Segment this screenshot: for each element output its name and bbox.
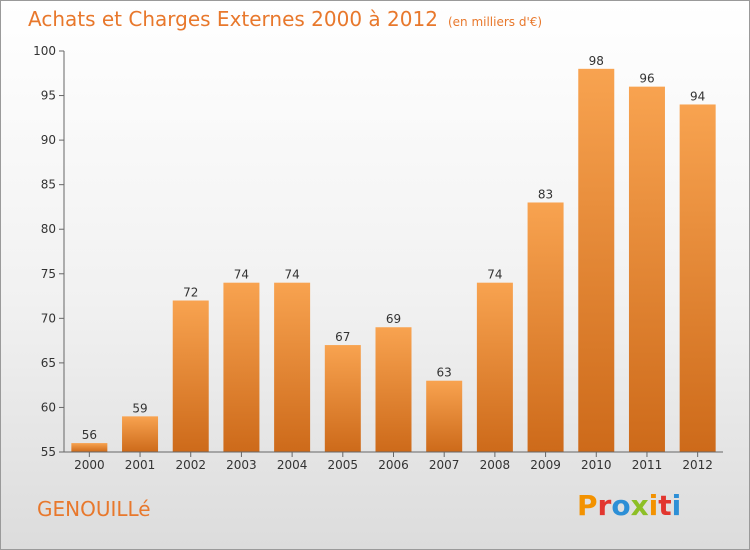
logo-letter: i (671, 489, 682, 522)
logo-letter: i (648, 489, 659, 522)
logo-letter: o (611, 489, 631, 522)
bar-value-label: 67 (335, 330, 350, 344)
logo-letter: t (658, 489, 672, 522)
x-tick-label: 2004 (277, 458, 308, 472)
place-name: GENOUILLé (37, 497, 151, 521)
bar-2010 (578, 68, 615, 453)
x-tick-label: 2010 (581, 458, 612, 472)
x-tick-label: 2005 (328, 458, 359, 472)
bar-2007 (426, 380, 463, 452)
bar-value-label: 63 (437, 366, 452, 380)
bar-2003 (223, 282, 260, 452)
y-tick-label: 85 (41, 178, 56, 192)
bar-value-label: 69 (386, 312, 401, 326)
x-tick-label: 2003 (226, 458, 257, 472)
bar-2012 (679, 104, 716, 452)
y-tick-label: 80 (41, 222, 56, 236)
x-tick-label: 2007 (429, 458, 460, 472)
x-tick-label: 2009 (530, 458, 561, 472)
chart-unit: (en milliers d'€) (447, 15, 543, 29)
x-tick-label: 2002 (175, 458, 206, 472)
bar-value-label: 83 (538, 187, 553, 201)
bar-2002 (172, 300, 209, 452)
x-tick-label: 2011 (632, 458, 663, 472)
y-tick-label: 70 (41, 311, 56, 325)
bar-value-label: 59 (132, 401, 147, 415)
bar-value-label: 72 (183, 286, 198, 300)
logo-letter: r (597, 489, 612, 522)
bar-value-label: 74 (284, 268, 299, 282)
y-tick-label: 55 (41, 445, 56, 459)
logo-letter: P (577, 489, 598, 522)
proxiti-logo: Proxiti (577, 489, 681, 522)
bar-2008 (476, 282, 513, 452)
bar-2005 (324, 345, 361, 452)
y-tick-label: 90 (41, 133, 56, 147)
x-tick-label: 2001 (125, 458, 156, 472)
bar-value-label: 96 (639, 72, 654, 86)
y-tick-label: 95 (41, 89, 56, 103)
y-tick-label: 60 (41, 400, 56, 414)
bar-2011 (628, 86, 665, 453)
bar-value-label: 94 (690, 89, 705, 103)
bar-2000 (71, 443, 108, 452)
x-tick-label: 2006 (378, 458, 409, 472)
bar-2001 (122, 416, 159, 452)
chart-title-text: Achats et Charges Externes 2000 à 2012 (28, 7, 438, 31)
bar-value-label: 74 (487, 268, 502, 282)
bar-2006 (375, 327, 412, 452)
bar-value-label: 74 (234, 268, 249, 282)
chart-title: Achats et Charges Externes 2000 à 2012 (e… (28, 7, 542, 31)
y-tick-label: 100 (33, 44, 56, 58)
logo-letter: x (630, 489, 649, 522)
x-tick-label: 2012 (682, 458, 713, 472)
x-tick-label: 2000 (74, 458, 105, 472)
bar-2004 (274, 282, 311, 452)
y-tick-label: 65 (41, 356, 56, 370)
x-tick-label: 2008 (480, 458, 511, 472)
y-tick-label: 75 (41, 267, 56, 281)
bar-2009 (527, 202, 564, 452)
bar-value-label: 56 (82, 428, 97, 442)
bar-value-label: 98 (589, 54, 604, 68)
